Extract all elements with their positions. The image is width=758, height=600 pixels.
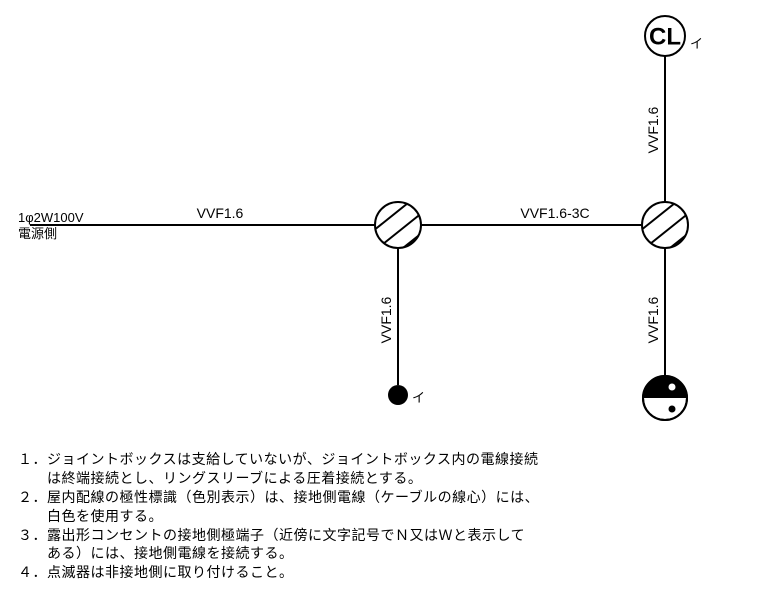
ceiling-light-icon: CL イ <box>645 16 703 56</box>
switch-label: イ <box>412 390 425 405</box>
label-wire-src-jb1: VVF1.6 <box>197 205 244 221</box>
outlet-icon <box>643 376 687 420</box>
source-line1: 1φ2W100V <box>18 210 84 225</box>
cl-sub: イ <box>690 36 703 51</box>
note-3a: ３．露出形コンセントの接地側極端子（近傍に文字記号でＮ又はＷと表示して <box>18 526 539 545</box>
note-3b: ある）には、接地側電線を接続する。 <box>18 544 539 563</box>
label-wire-jb1-jb2: VVF1.6-3C <box>520 205 589 221</box>
cl-label: CL <box>649 24 681 51</box>
label-wire-jb1-sw: VVF1.6 <box>378 296 394 343</box>
source-line2: 電源側 <box>18 226 57 241</box>
joint-box-2-icon <box>635 195 705 260</box>
joint-box-1-icon <box>368 195 438 260</box>
note-2a: ２．屋内配線の極性標識（色別表示）は、接地側電線（ケーブルの線心）には、 <box>18 488 539 507</box>
note-1a: １．ジョイントボックスは支給していないが、ジョイントボックス内の電線接続 <box>18 450 539 469</box>
note-2b: 白色を使用する。 <box>18 507 539 526</box>
wiring-diagram: VVF1.6 VVF1.6-3C VVF1.6 VVF1.6 VVF1.6 CL… <box>0 0 758 450</box>
label-wire-jb2-out: VVF1.6 <box>645 296 661 343</box>
switch-icon: イ <box>388 385 425 405</box>
note-4: ４．点滅器は非接地側に取り付けること。 <box>18 563 539 582</box>
label-wire-cl-jb2: VVF1.6 <box>645 106 661 153</box>
note-1b: は終端接続とし、リングスリーブによる圧着接続とする。 <box>18 469 539 488</box>
notes-block: １．ジョイントボックスは支給していないが、ジョイントボックス内の電線接続 は終端… <box>18 450 539 582</box>
